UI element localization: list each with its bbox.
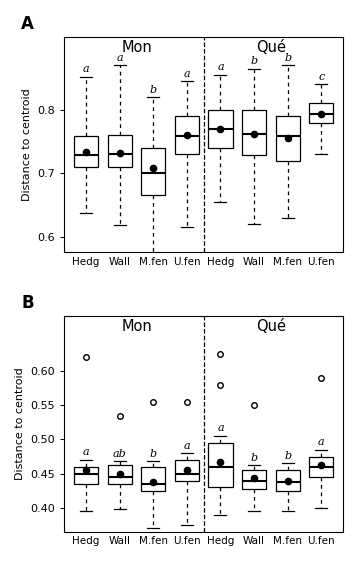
Text: c: c xyxy=(318,72,324,82)
PathPatch shape xyxy=(309,457,333,477)
Text: b: b xyxy=(284,451,291,461)
PathPatch shape xyxy=(74,136,98,167)
Text: a: a xyxy=(184,440,190,450)
PathPatch shape xyxy=(108,466,132,484)
Text: Mon: Mon xyxy=(121,40,152,55)
PathPatch shape xyxy=(276,116,300,160)
Text: Qué: Qué xyxy=(256,40,286,55)
Y-axis label: Distance to centroid: Distance to centroid xyxy=(22,88,32,201)
Text: b: b xyxy=(251,56,258,66)
Text: Mon: Mon xyxy=(121,319,152,334)
PathPatch shape xyxy=(175,116,199,154)
Text: b: b xyxy=(251,453,258,463)
Y-axis label: Distance to centroid: Distance to centroid xyxy=(15,367,25,480)
Text: A: A xyxy=(21,15,34,33)
Text: a: a xyxy=(83,448,90,457)
Text: Qué: Qué xyxy=(256,319,286,334)
PathPatch shape xyxy=(242,110,266,155)
PathPatch shape xyxy=(309,103,333,122)
Text: a: a xyxy=(184,68,190,79)
Text: a: a xyxy=(217,424,224,434)
PathPatch shape xyxy=(108,135,132,167)
PathPatch shape xyxy=(74,467,98,484)
Text: B: B xyxy=(21,294,34,312)
Text: ab: ab xyxy=(113,449,127,459)
Text: a: a xyxy=(318,437,324,447)
Text: b: b xyxy=(150,449,157,459)
Text: b: b xyxy=(150,85,157,95)
Text: a: a xyxy=(83,65,90,74)
PathPatch shape xyxy=(242,470,266,489)
Text: b: b xyxy=(284,53,291,63)
Text: a: a xyxy=(116,53,123,63)
PathPatch shape xyxy=(208,443,233,488)
PathPatch shape xyxy=(276,470,300,491)
PathPatch shape xyxy=(141,148,165,195)
Text: a: a xyxy=(217,62,224,72)
PathPatch shape xyxy=(208,110,233,148)
PathPatch shape xyxy=(141,467,165,491)
PathPatch shape xyxy=(175,460,199,481)
